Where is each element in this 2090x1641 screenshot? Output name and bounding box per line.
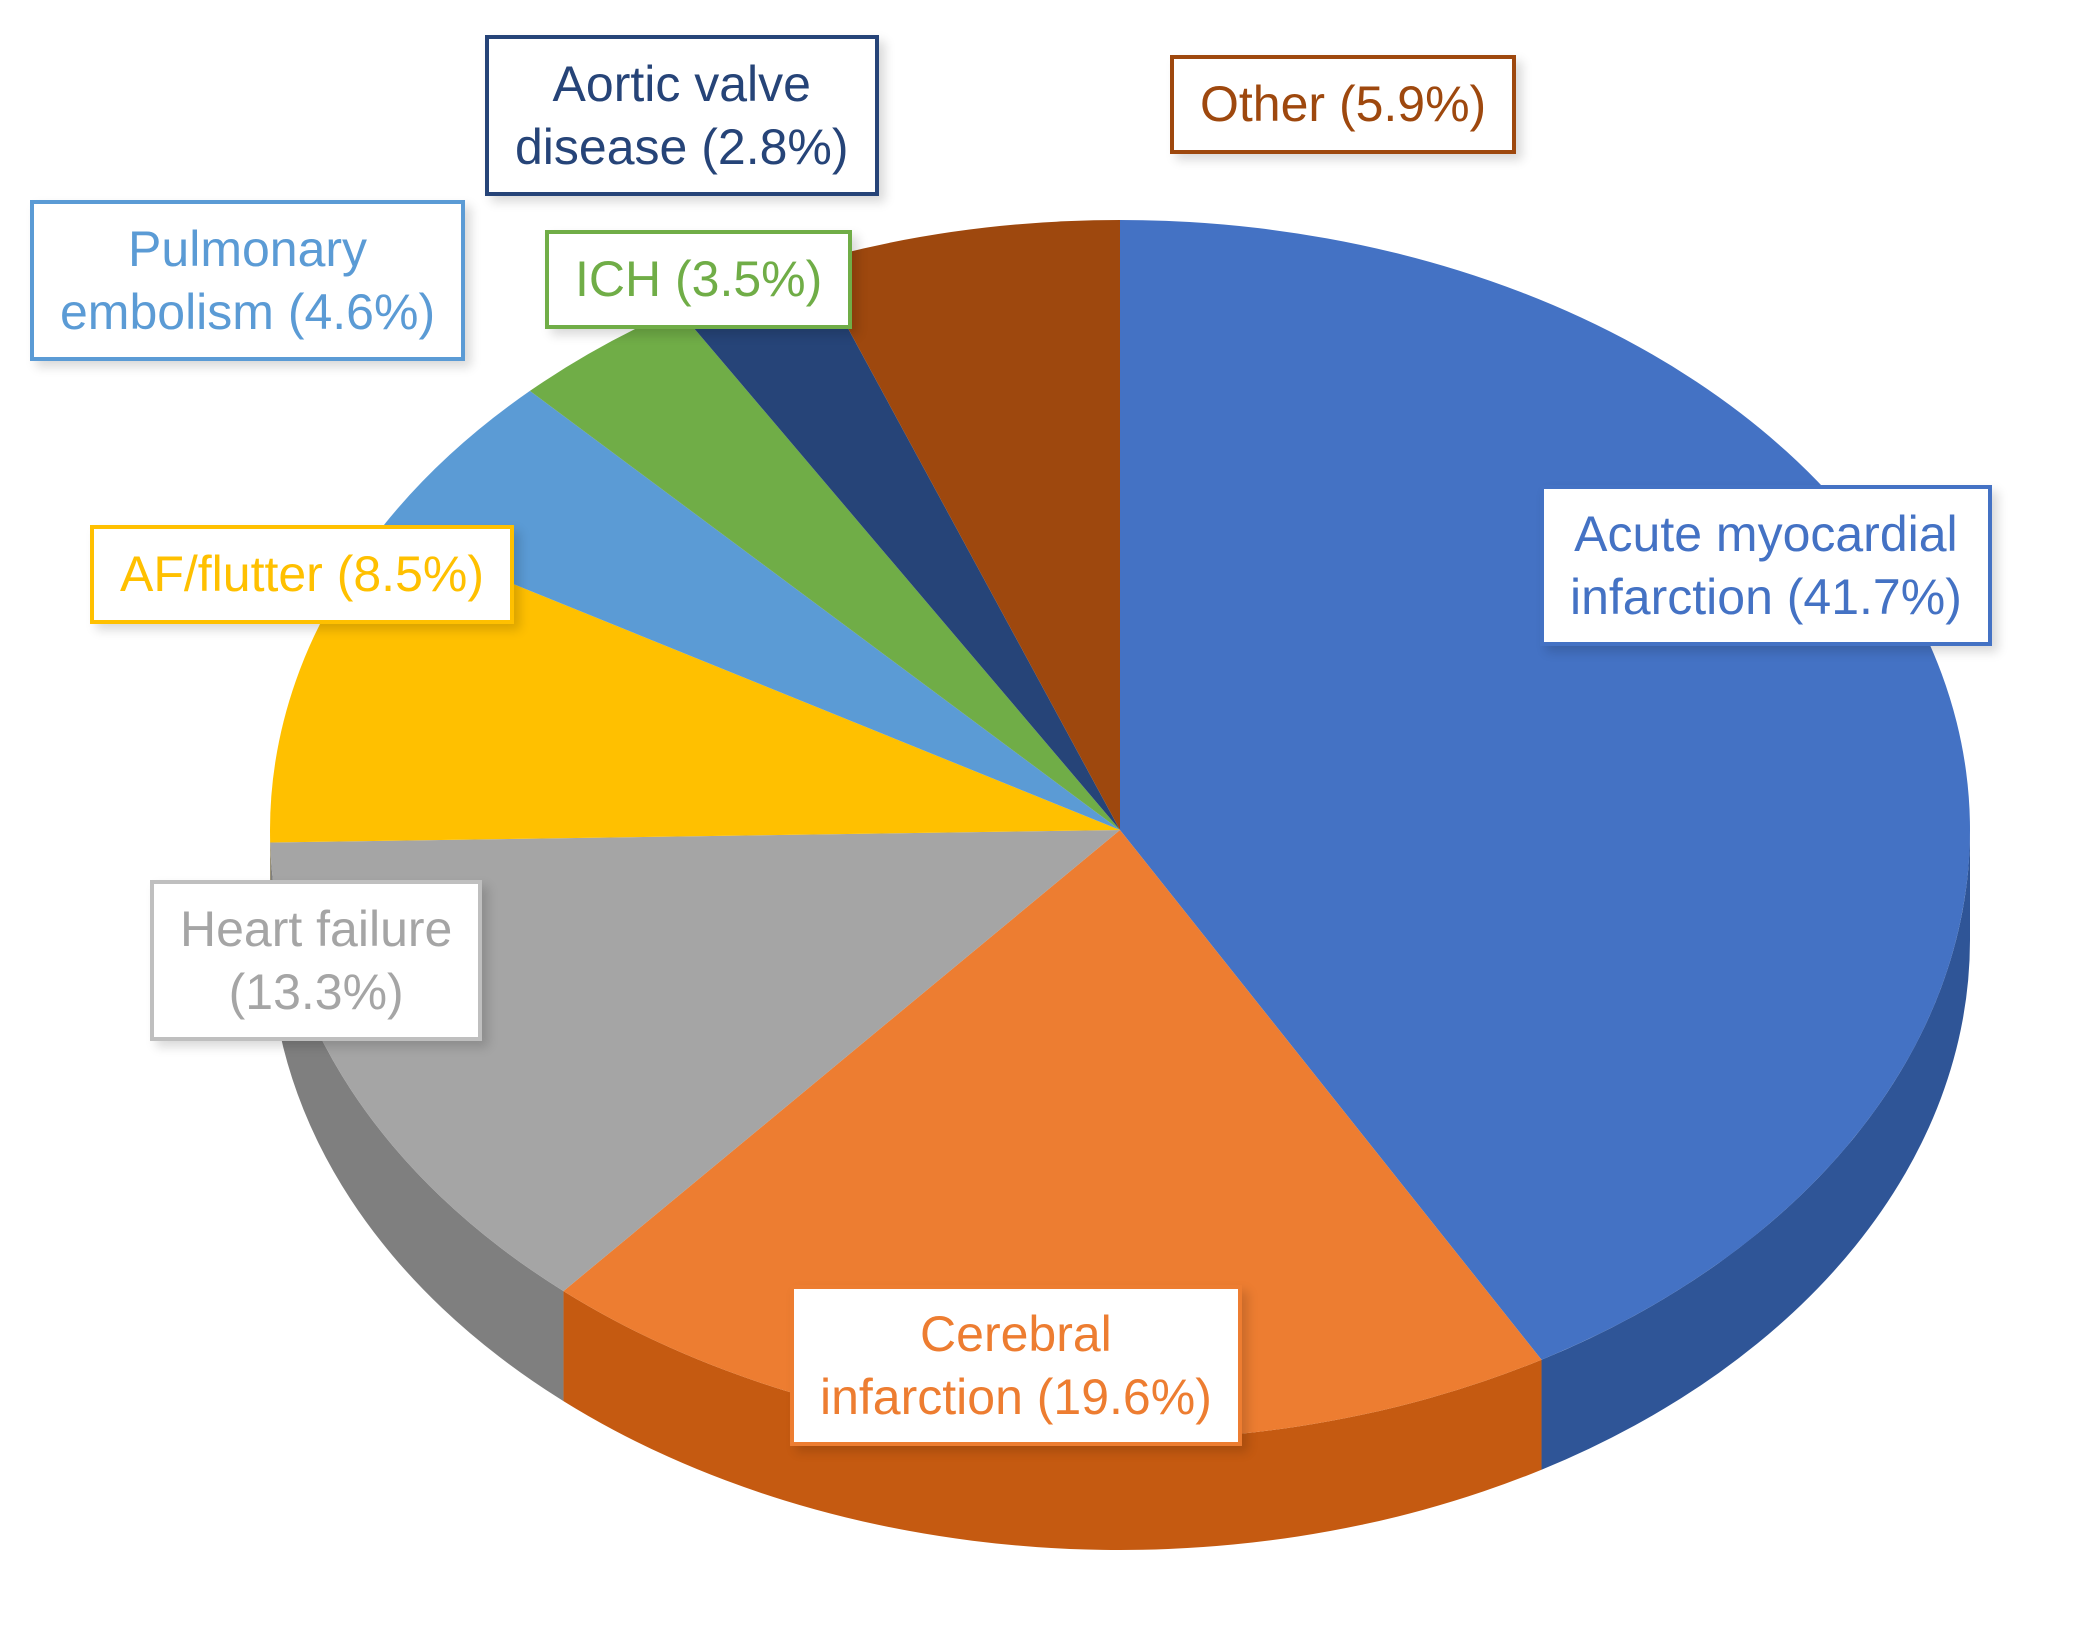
pie-chart: Acute myocardial infarction (41.7%) Cereb… [0,0,2090,1641]
pie-label: Aortic valve disease (2.8%) [485,35,879,196]
pie-label: Pulmonary embolism (4.6%) [30,200,465,361]
pie-top [270,220,1970,1440]
pie-label: AF/flutter (8.5%) [90,525,514,624]
pie-label: Other (5.9%) [1170,55,1516,154]
pie-label: Heart failure (13.3%) [150,880,482,1041]
pie-label: ICH (3.5%) [545,230,852,329]
pie-label: Cerebral infarction (19.6%) [790,1285,1242,1446]
pie-label: Acute myocardial infarction (41.7%) [1540,485,1992,646]
